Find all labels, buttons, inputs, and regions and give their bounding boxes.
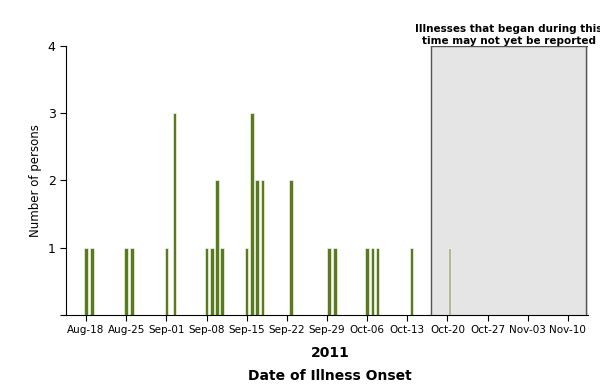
Bar (215, 180, 219, 315)
Bar (164, 248, 168, 315)
Bar (124, 248, 128, 315)
Bar (256, 180, 259, 315)
Bar (90, 248, 94, 315)
Bar (431, 46, 588, 315)
Bar (410, 248, 413, 315)
Bar (205, 248, 208, 315)
Text: 2011: 2011 (311, 346, 349, 360)
Bar (289, 180, 293, 315)
Bar (365, 248, 369, 315)
Text: Illnesses that began during this
time may not yet be reported: Illnesses that began during this time ma… (415, 25, 600, 46)
Bar (376, 248, 379, 315)
Bar (220, 248, 224, 315)
Bar (84, 248, 88, 315)
Bar (333, 248, 337, 315)
Bar (260, 180, 264, 315)
Bar (448, 248, 451, 315)
Bar (245, 248, 248, 315)
Bar (210, 248, 214, 315)
Bar (327, 248, 331, 315)
Bar (250, 113, 254, 315)
Bar (130, 248, 134, 315)
Bar (371, 248, 374, 315)
Text: Date of Illness Onset: Date of Illness Onset (248, 369, 412, 383)
Y-axis label: Number of persons: Number of persons (29, 124, 42, 237)
Bar (173, 113, 176, 315)
